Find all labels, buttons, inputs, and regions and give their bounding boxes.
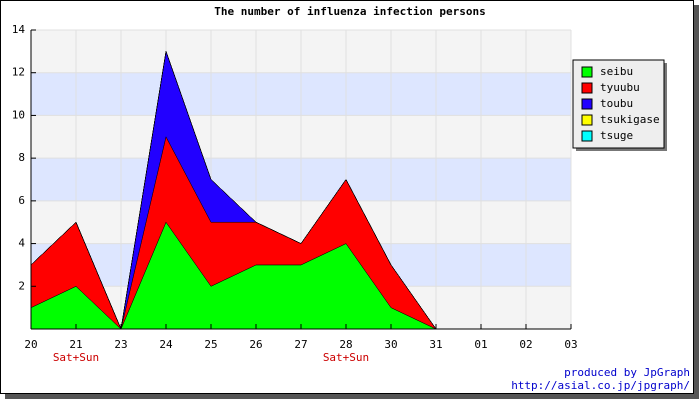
footer: produced by JpGraph [564, 366, 690, 379]
legend-swatch [581, 66, 593, 78]
y-tick-label: 6 [18, 194, 25, 207]
y-tick-label: 8 [18, 151, 25, 164]
x-annotation: Sat+Sun [53, 351, 99, 364]
x-tick-label: 20 [24, 338, 37, 351]
x-tick-label: 30 [384, 338, 397, 351]
x-tick-label: 26 [249, 338, 262, 351]
legend-label: toubu [600, 97, 633, 110]
footer: http://asial.co.jp/jpgraph/ [511, 379, 690, 392]
y-tick-label: 10 [12, 108, 25, 121]
x-tick-label: 31 [429, 338, 442, 351]
legend-swatch [581, 82, 593, 94]
x-tick-label: 27 [294, 338, 307, 351]
chart-title: The number of influenza infection person… [214, 5, 486, 18]
x-tick-label: 21 [69, 338, 82, 351]
legend-label: tsukigase [600, 113, 660, 126]
x-tick-label: 24 [159, 338, 173, 351]
legend-swatch [581, 98, 593, 110]
x-tick-label: 01 [474, 338, 487, 351]
legend-label: tsuge [600, 129, 633, 142]
legend-swatch [581, 114, 593, 126]
x-tick-label: 25 [204, 338, 217, 351]
x-annotation: Sat+Sun [323, 351, 369, 364]
y-tick-label: 14 [12, 23, 26, 36]
y-tick-label: 4 [18, 237, 25, 250]
x-tick-label: 23 [114, 338, 127, 351]
legend-label: tyuubu [600, 81, 640, 94]
y-tick-label: 2 [18, 279, 25, 292]
y-tick-label: 12 [12, 66, 25, 79]
x-tick-label: 28 [339, 338, 352, 351]
x-tick-label: 03 [564, 338, 577, 351]
legend-label: seibu [600, 65, 633, 78]
legend-swatch [581, 130, 593, 142]
x-tick-label: 02 [519, 338, 532, 351]
